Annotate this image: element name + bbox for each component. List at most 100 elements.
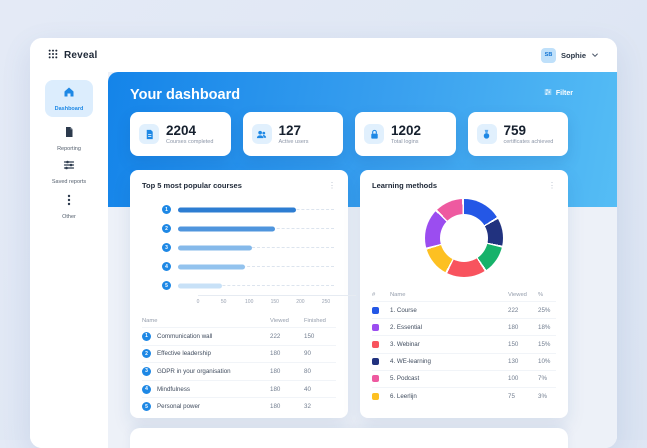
report-icon [63,125,75,143]
courses-table: Name Viewed Finished 1 Communication wal… [142,314,336,415]
method-name: 6. Leerlijn [390,392,417,400]
bar [178,226,276,231]
method-percent: 25% [538,306,551,314]
chevron-down-icon [591,46,599,64]
course-viewed: 180 [270,385,281,393]
method-name: 5. Podcast [390,375,420,383]
stat-label: Active users [278,138,309,145]
rank-badge: 2 [162,224,171,233]
app-window: Reveal SB Sophie Dashboard Reporting Sav… [30,38,617,448]
method-color-icon [372,340,379,348]
user-menu[interactable]: SB Sophie [540,46,599,64]
bar-chart-x-axis: 0 50 100 150 200 250 [197,295,356,307]
page-title: Your dashboard [130,87,241,103]
bar-chart-row: 3 [142,238,336,257]
course-name: Personal power [157,403,200,411]
sidebar-item-label: Dashboard [54,106,84,112]
grid-logo-icon [48,46,58,64]
method-name: 3. Webinar [390,340,420,348]
sidebar-item-other[interactable]: Other [45,188,93,225]
filter-button[interactable]: Filter [544,88,573,98]
methods-table: # Name Viewed % 1. Course 222 25% 2. Ess… [372,288,556,404]
method-color-icon [372,358,379,366]
avatar: SB [540,47,556,63]
bar [178,264,245,269]
course-table-row: 1 Communication wall 222 150 [142,327,336,345]
method-percent: 3% [538,392,547,400]
rank-badge: 1 [162,205,171,214]
sidebar-item-label: Other [62,214,76,220]
rank-badge: 4 [142,384,151,394]
file-icon [139,124,159,144]
bar-chart-row: 4 [142,257,336,276]
courses-bar-chart: 1 2 3 4 5 [142,200,336,295]
method-viewed: 100 [508,375,519,383]
lock-icon [364,124,384,144]
learning-methods-panel: Learning methods ⋮ # Name Viewed % [360,170,568,418]
top-bar: Reveal SB Sophie [30,38,617,72]
method-table-row: 5. Podcast 100 7% [372,369,556,387]
method-percent: 15% [538,340,551,348]
method-name: 1. Course [390,306,417,314]
popular-courses-panel: Top 5 most popular courses ⋮ 1 2 3 4 5 0… [130,170,356,418]
sidebar-item-reporting[interactable]: Reporting [45,120,93,157]
method-name: 2. Essential [390,323,422,331]
course-viewed: 222 [270,332,281,340]
method-name: 4. WE-learning [390,358,431,366]
courses-panel-menu-icon[interactable]: ⋮ [328,180,336,190]
medal-icon [476,124,497,144]
rank-badge: 5 [162,281,171,290]
course-finished: 90 [304,350,311,358]
learning-methods-donut-chart [425,199,503,277]
stat-card: 759 certificates achieved [467,112,568,156]
x-axis-tick: 250 [321,299,331,305]
brand[interactable]: Reveal [48,46,97,64]
course-table-row: 2 Effective leadership 180 90 [142,344,336,363]
course-name: GDPR in your organisation [157,367,231,375]
method-color-icon [372,375,379,383]
sidebar: Dashboard Reporting Saved reports Other [30,72,108,448]
courses-table-header: Name Viewed Finished [142,317,326,324]
course-finished: 150 [304,332,315,340]
bar-chart-row: 1 [142,200,336,219]
method-table-row: 2. Essential 180 18% [372,318,556,335]
course-finished: 32 [304,403,311,411]
stat-value: 127 [278,123,302,139]
sidebar-item-label: Saved reports [51,179,87,185]
course-viewed: 180 [270,350,281,358]
sliders-icon [63,158,75,176]
course-viewed: 180 [270,367,281,375]
course-table-row: 3 GDPR in your organisation 180 80 [142,362,336,380]
method-table-row: 6. Leerlijn 75 3% [372,386,556,404]
course-name: Effective leadership [157,350,211,358]
bar-chart-row: 5 [142,276,336,295]
rank-badge: 3 [162,243,171,252]
rank-badge: 3 [142,366,151,376]
method-viewed: 150 [508,340,519,348]
x-axis-tick: 50 [220,299,227,305]
method-percent: 7% [538,375,547,383]
stat-label: Courses completed [166,138,214,145]
courses-panel-title: Top 5 most popular courses [142,181,242,190]
method-viewed: 180 [508,323,519,331]
stat-value: 1202 [391,123,422,139]
course-table-row: 5 Personal power 180 32 [142,397,336,415]
bar [178,207,296,212]
rank-badge: 2 [142,349,151,359]
users-icon [251,124,272,144]
method-color-icon [372,306,379,314]
brand-name: Reveal [64,49,98,61]
course-viewed: 180 [270,403,281,411]
sidebar-item-saved-reports[interactable]: Saved reports [45,153,93,190]
bar [178,283,222,288]
sidebar-item-dashboard[interactable]: Dashboard [45,80,93,117]
course-name: Communication wall [157,332,213,340]
method-table-row: 1. Course 222 25% [372,301,556,318]
main-area: Your dashboard Filter 2204 Courses compl… [108,72,617,448]
x-axis-tick: 150 [270,299,279,305]
next-section-card [130,428,568,448]
methods-panel-menu-icon[interactable]: ⋮ [548,180,556,190]
course-finished: 80 [304,367,311,375]
method-color-icon [372,323,379,331]
bar [178,245,253,250]
